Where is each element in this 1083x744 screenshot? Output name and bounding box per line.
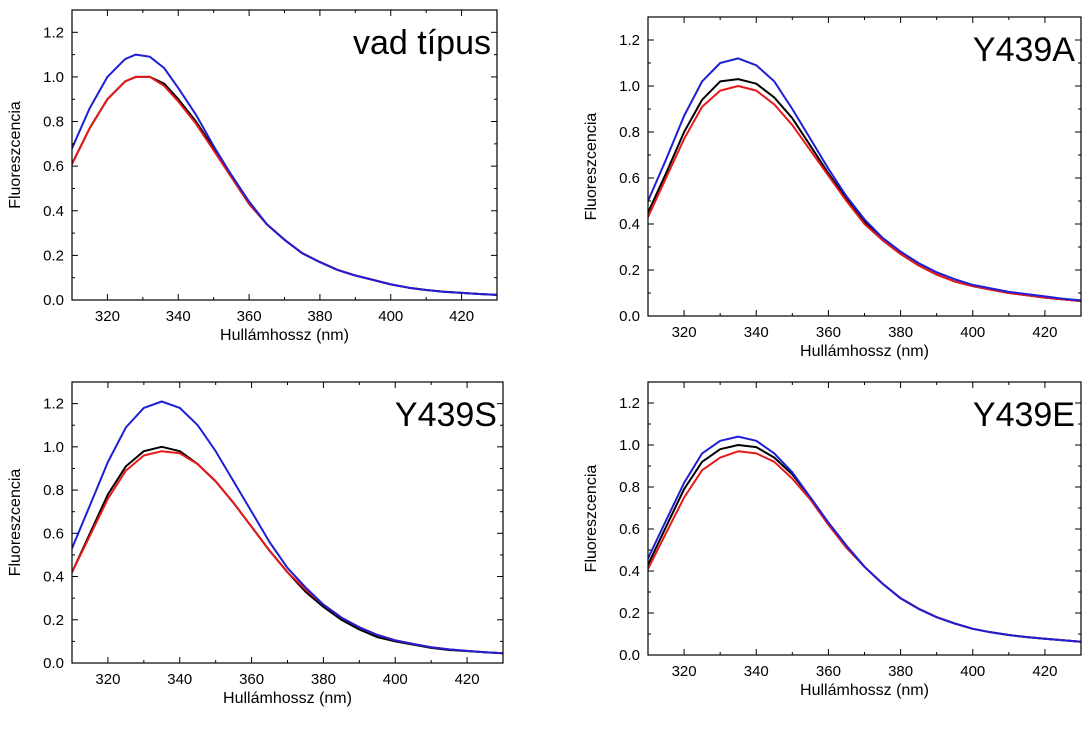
y-tick-label: 0.2 (619, 605, 640, 622)
y-axis-label: Fluoreszcencia (7, 469, 24, 577)
y-tick-label: 0.8 (43, 114, 64, 131)
x-axis-label: Hullámhossz (nm) (220, 327, 349, 344)
series-line-2 (648, 450, 1081, 643)
x-tick-label: 360 (237, 308, 262, 325)
series-line-1 (648, 78, 1081, 303)
series-line-1 (72, 445, 503, 655)
y-tick-label: 0.4 (619, 563, 640, 580)
y-tick-label: 1.2 (619, 395, 640, 412)
y-tick-label: 0.4 (43, 569, 64, 586)
x-tick-label: 340 (744, 324, 769, 341)
panel-title: Y439S (395, 396, 497, 434)
y-tick-label: 0.6 (43, 158, 64, 175)
y-axis-label: Fluoreszcencia (583, 465, 600, 573)
panel-3: 320 340 360 380 400 420 0.0 0.2 0.4 0.6 0.8 1.0 1.2 H… (7, 381, 504, 707)
panel-1: 320 340 360 380 400 420 0.0 0.2 0.4 0.6 0.8 1.0 1.2 H… (7, 9, 498, 344)
x-tick-label: 380 (888, 324, 913, 341)
panel-4: 320 340 360 380 400 420 0.0 0.2 0.4 0.6 0.8 1.0 1.2 H… (583, 381, 1082, 699)
x-axis-label: Hullámhossz (nm) (223, 690, 352, 707)
series-line-1 (648, 444, 1081, 643)
series-line-3 (648, 57, 1081, 302)
y-tick-label: 1.2 (619, 32, 640, 49)
series-line-2 (648, 85, 1081, 303)
y-axis-label: Fluoreszcencia (583, 113, 600, 221)
y-tick-label: 0.4 (619, 216, 640, 233)
y-tick-label: 0.6 (619, 170, 640, 187)
x-tick-label: 320 (95, 308, 120, 325)
y-tick-label: 0.8 (619, 124, 640, 141)
x-tick-label: 360 (239, 671, 264, 688)
x-tick-label: 420 (455, 671, 480, 688)
panel-2: 320 340 360 380 400 420 0.0 0.2 0.4 0.6 0.8 1.0 1.2 H… (583, 16, 1082, 360)
x-tick-label: 360 (816, 663, 841, 680)
y-tick-label: 1.0 (43, 69, 64, 86)
x-tick-label: 320 (672, 324, 697, 341)
y-tick-label: 0.8 (43, 482, 64, 499)
x-tick-label: 340 (744, 663, 769, 680)
x-tick-label: 400 (383, 671, 408, 688)
y-tick-label: 0.2 (619, 262, 640, 279)
y-axis-label: Fluoreszcencia (7, 101, 24, 209)
y-tick-label: 0.4 (43, 203, 64, 220)
y-tick-label: 0.2 (43, 612, 64, 629)
x-tick-label: 340 (166, 308, 191, 325)
y-tick-label: 1.0 (619, 78, 640, 95)
x-tick-label: 400 (378, 308, 403, 325)
x-tick-label: 400 (960, 663, 985, 680)
panel-title: vad típus (353, 24, 491, 62)
series-line-2 (72, 75, 497, 296)
x-tick-label: 420 (1032, 663, 1057, 680)
series-line-1 (72, 75, 497, 296)
series-line-3 (648, 435, 1081, 643)
series-line-3 (72, 400, 503, 655)
y-tick-label: 0.2 (43, 247, 64, 264)
y-tick-label: 0.6 (619, 521, 640, 538)
y-tick-label: 0.0 (619, 308, 640, 325)
panel-title: Y439A (973, 31, 1075, 69)
x-tick-label: 320 (672, 663, 697, 680)
x-tick-label: 400 (960, 324, 985, 341)
y-tick-label: 0.0 (619, 647, 640, 664)
y-tick-label: 0.6 (43, 525, 64, 542)
x-tick-label: 380 (307, 308, 332, 325)
panel-title: Y439E (973, 396, 1075, 434)
x-tick-label: 380 (888, 663, 913, 680)
x-tick-label: 340 (167, 671, 192, 688)
x-axis-label: Hullámhossz (nm) (800, 343, 929, 360)
y-tick-label: 1.0 (43, 439, 64, 456)
y-tick-label: 0.0 (43, 292, 64, 309)
series-line-2 (72, 450, 503, 655)
x-tick-label: 320 (95, 671, 120, 688)
x-tick-label: 360 (816, 324, 841, 341)
y-tick-label: 1.2 (43, 396, 64, 413)
x-tick-label: 420 (449, 308, 474, 325)
y-tick-label: 1.0 (619, 437, 640, 454)
y-tick-label: 0.8 (619, 479, 640, 496)
series-line-3 (72, 53, 497, 296)
x-tick-label: 380 (311, 671, 336, 688)
x-axis-label: Hullámhossz (nm) (800, 682, 929, 699)
y-tick-label: 1.2 (43, 24, 64, 41)
x-tick-label: 420 (1032, 324, 1057, 341)
y-tick-label: 0.0 (43, 655, 64, 672)
